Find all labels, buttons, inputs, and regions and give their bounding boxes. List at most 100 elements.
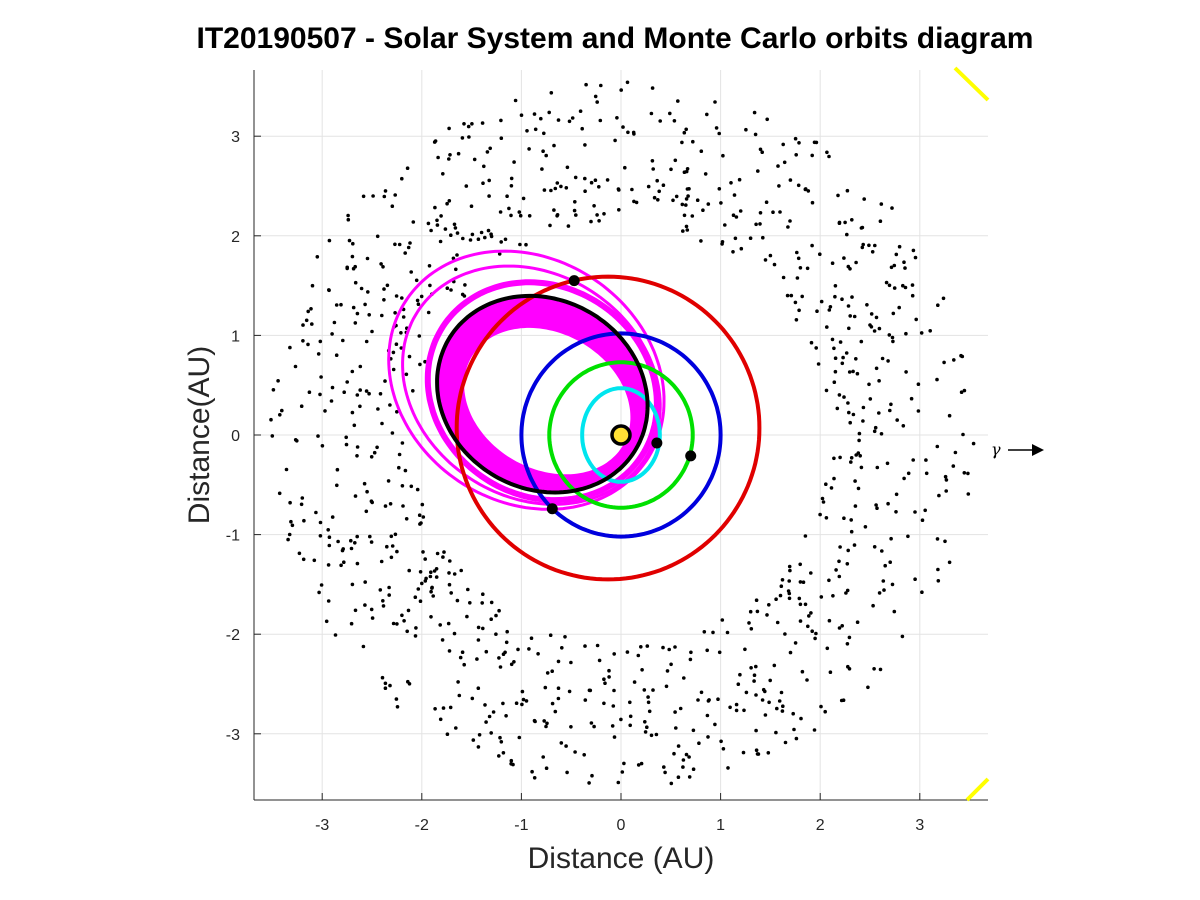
asteroid-dot (632, 199, 636, 204)
asteroid-dot (388, 502, 393, 506)
asteroid-dot (868, 323, 872, 327)
asteroid-dot (451, 256, 456, 261)
asteroid-dot (481, 592, 485, 596)
asteroid-dot (549, 188, 553, 193)
asteroid-dot (598, 118, 603, 123)
asteroid-dot (729, 181, 733, 185)
asteroid-dot (901, 283, 905, 288)
asteroid-dot (783, 632, 787, 636)
asteroid-dot (430, 585, 434, 590)
asteroid-dot (469, 204, 474, 208)
asteroid-dot (733, 236, 738, 241)
asteroid-dot (872, 429, 877, 434)
asteroid-dot (355, 561, 360, 566)
asteroid-dot (880, 549, 884, 553)
asteroid-dot (824, 388, 829, 393)
asteroid-dot (815, 309, 819, 314)
asteroid-dot (404, 517, 409, 521)
asteroid-dot (301, 323, 305, 327)
asteroid-dot (936, 567, 940, 572)
asteroid-dot (646, 695, 650, 699)
axes (253, 70, 988, 801)
asteroid-dot (833, 284, 838, 288)
asteroid-dot (448, 153, 452, 157)
asteroid-dot (441, 172, 445, 176)
asteroid-dot (852, 314, 857, 319)
asteroid-dot (754, 748, 759, 752)
asteroid-dot (320, 444, 325, 448)
asteroid-dot (288, 345, 292, 350)
asteroid-dot (416, 302, 421, 307)
asteroid-dot (847, 370, 852, 374)
asteroid-dot (889, 402, 893, 407)
asteroid-dot (612, 735, 617, 739)
vernal-equinox-arrow (1008, 444, 1044, 456)
asteroid-dot (583, 176, 587, 181)
asteroid-dot (402, 619, 406, 623)
asteroid-dot (738, 672, 742, 677)
corner-mark-top (953, 66, 990, 102)
asteroid-dot (747, 621, 751, 625)
asteroid-dot (541, 149, 545, 153)
asteroid-dot (676, 775, 681, 779)
asteroid-dot (436, 155, 440, 160)
body-mercury (651, 437, 663, 449)
asteroid-dot (775, 706, 779, 711)
asteroid-dot (489, 234, 494, 239)
asteroid-dot (857, 438, 861, 443)
asteroid-dot (435, 551, 440, 556)
asteroid-dot (407, 354, 412, 359)
asteroid-dot (438, 623, 443, 627)
y-tick-label: 3 (231, 129, 240, 146)
asteroid-dot (959, 353, 963, 358)
asteroid-dot (442, 550, 446, 554)
asteroid-dot (329, 399, 334, 403)
asteroid-dot (837, 574, 842, 579)
planet-orbit (519, 331, 723, 539)
asteroid-dot (800, 669, 805, 674)
asteroid-dot (364, 509, 369, 514)
asteroid-dot (315, 254, 320, 259)
asteroid-dot (891, 311, 896, 316)
x-tick-label: 0 (617, 817, 626, 834)
asteroid-dot (782, 160, 787, 165)
asteroid-dot (681, 229, 685, 233)
asteroid-dot (823, 709, 827, 714)
asteroid-dot (413, 595, 418, 599)
asteroid-dot (781, 275, 786, 280)
asteroid-dot (393, 242, 397, 247)
asteroid-dot (805, 266, 810, 271)
asteroid-dot (936, 303, 940, 308)
asteroid-dot (801, 580, 806, 584)
asteroid-dot (613, 138, 617, 143)
asteroid-dot (556, 118, 561, 122)
asteroid-dot (652, 195, 657, 200)
asteroid-dot (756, 169, 760, 173)
asteroid-dot (371, 194, 375, 198)
asteroid-dot (324, 619, 329, 624)
asteroid-dot (832, 346, 836, 351)
y-axis-label: Distance(AU) (183, 345, 216, 525)
asteroid-dot (646, 184, 651, 189)
asteroid-dot (942, 360, 946, 365)
asteroid-dot (636, 763, 641, 767)
asteroid-dot (389, 555, 394, 560)
asteroid-dot (480, 121, 485, 125)
asteroid-dot (928, 329, 932, 333)
asteroid-dot (829, 486, 834, 490)
asteroid-dot (842, 256, 846, 260)
asteroid-dot (684, 169, 689, 174)
asteroid-dot (752, 673, 757, 677)
asteroid-dot (369, 455, 374, 459)
asteroid-dot (569, 660, 573, 665)
asteroid-dot (658, 119, 662, 123)
asteroid-dot (597, 185, 601, 189)
asteroid-dot (859, 465, 864, 470)
asteroid-dot (504, 640, 509, 645)
asteroid-dot (673, 710, 677, 714)
asteroid-dot (447, 199, 452, 203)
asteroid-dot (549, 91, 554, 95)
asteroid-dot (795, 250, 799, 255)
asteroid-dot (339, 302, 343, 307)
asteroid-dot (861, 242, 865, 247)
